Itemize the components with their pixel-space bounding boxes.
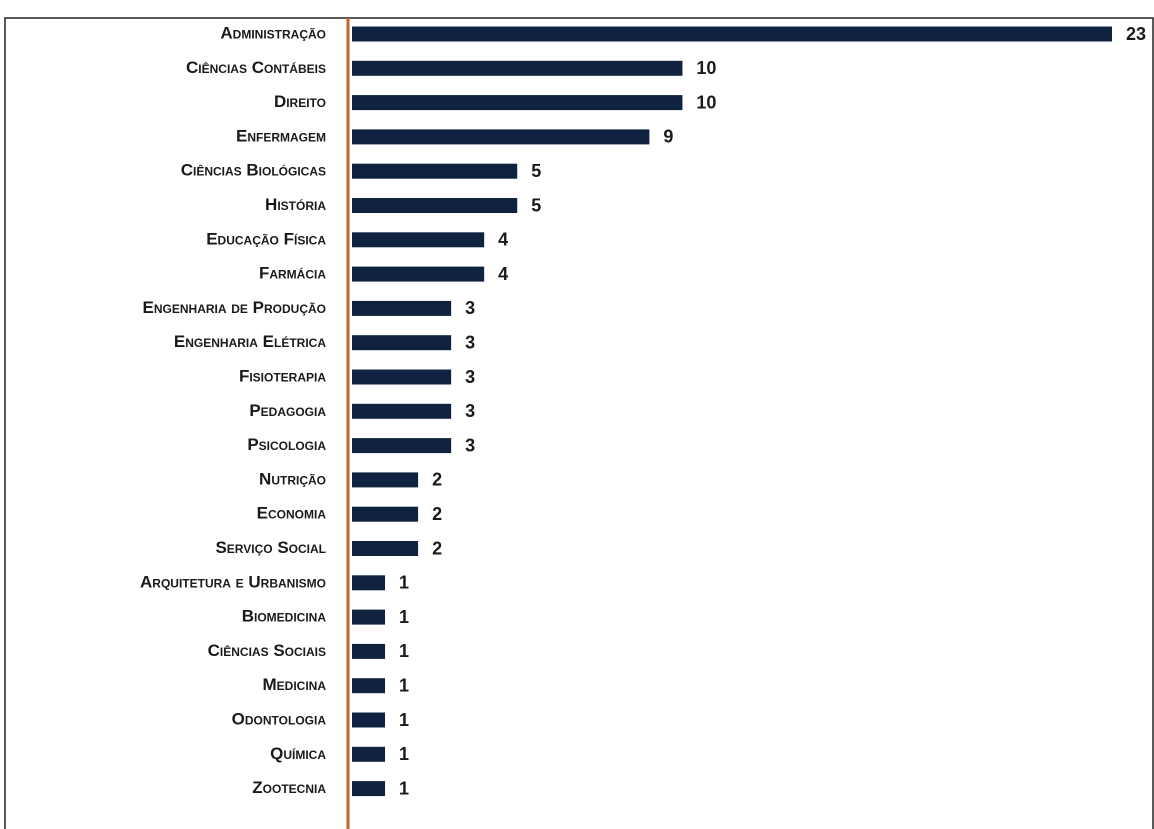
frame xyxy=(4,17,1154,829)
value-label: 3 xyxy=(465,367,475,387)
value-label: 2 xyxy=(432,538,442,558)
category-label: Enfermagem xyxy=(236,126,326,145)
category-label: Medicina xyxy=(263,675,327,694)
value-label: 23 xyxy=(1126,24,1146,44)
value-label: 9 xyxy=(663,127,673,147)
category-label: Química xyxy=(270,744,326,763)
value-label: 5 xyxy=(531,161,541,181)
category-label: Ciências Biológicas xyxy=(181,161,326,180)
value-label: 3 xyxy=(465,401,475,421)
category-label: Fisioterapia xyxy=(239,366,326,385)
value-label: 1 xyxy=(399,710,409,730)
category-label: Ciências Sociais xyxy=(208,641,326,660)
category-label: Zootecnia xyxy=(252,778,326,797)
bar xyxy=(352,438,452,454)
value-label: 10 xyxy=(696,92,716,112)
value-label: 2 xyxy=(432,470,442,490)
category-label: Engenharia de Produção xyxy=(143,298,326,317)
category-label: Educação Física xyxy=(206,229,326,248)
value-label: 1 xyxy=(399,641,409,661)
bar xyxy=(352,198,518,213)
category-label: Biomedicina xyxy=(242,607,327,626)
category-label: História xyxy=(265,195,326,214)
category-label: Serviço Social xyxy=(215,538,326,557)
category-label: Odontologia xyxy=(232,709,327,728)
value-label: 4 xyxy=(498,230,508,250)
category-label: Nutrição xyxy=(259,469,326,488)
value-label: 1 xyxy=(399,573,409,593)
value-label: 10 xyxy=(696,58,716,78)
value-label: 3 xyxy=(465,332,475,352)
value-label: 1 xyxy=(399,607,409,627)
bar xyxy=(352,781,386,797)
category-label: Pedagogia xyxy=(249,401,326,420)
bar xyxy=(352,403,452,419)
bar xyxy=(352,643,386,659)
bar xyxy=(352,506,419,522)
bar xyxy=(352,712,386,728)
value-label: 2 xyxy=(432,504,442,524)
category-label: Ciências Contábeis xyxy=(186,58,326,77)
bar xyxy=(352,746,386,762)
value-label: 1 xyxy=(399,778,409,798)
bar xyxy=(352,60,683,76)
bar xyxy=(352,609,386,625)
value-label: 3 xyxy=(465,298,475,318)
bar xyxy=(352,369,452,385)
bar xyxy=(352,232,485,248)
value-label: 1 xyxy=(399,675,409,695)
value-label: 4 xyxy=(498,264,508,284)
category-label: Arquitetura e Urbanismo xyxy=(140,572,326,591)
bar xyxy=(352,678,386,694)
bar xyxy=(352,472,419,488)
bar xyxy=(352,266,485,282)
value-label: 5 xyxy=(531,195,541,215)
category-label: Farmácia xyxy=(259,264,326,283)
bar xyxy=(352,575,386,591)
category-label: Administração xyxy=(220,23,326,42)
category-label: Engenharia Elétrica xyxy=(174,332,326,351)
category-label: Psicologia xyxy=(247,435,326,454)
bar xyxy=(352,300,452,316)
value-label: 1 xyxy=(399,744,409,764)
category-label: Economia xyxy=(257,504,327,523)
bar xyxy=(352,95,683,111)
bar xyxy=(352,26,1112,42)
category-label: Direito xyxy=(274,92,326,111)
value-label: 3 xyxy=(465,435,475,455)
bar xyxy=(352,335,452,351)
bar xyxy=(352,129,650,145)
bar xyxy=(352,163,518,179)
bar xyxy=(352,541,419,556)
